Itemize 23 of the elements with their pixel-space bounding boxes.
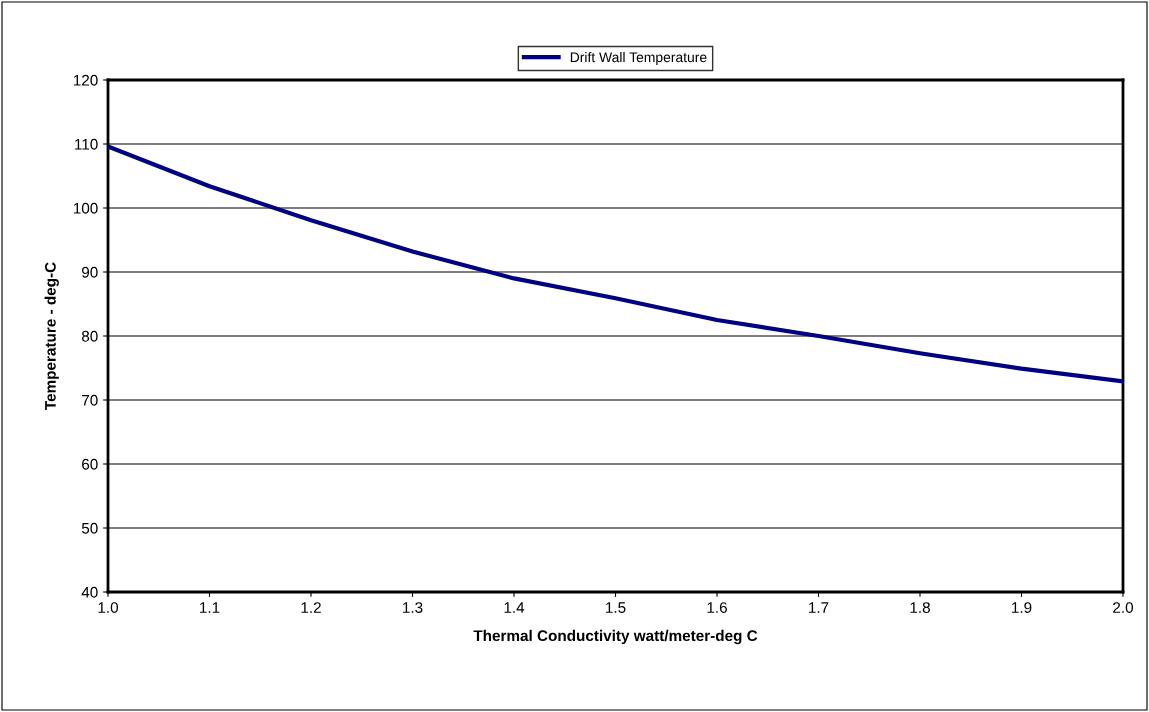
x-tick-label: 1.8: [910, 602, 930, 613]
y-axis-title: Temperature - deg-C: [44, 262, 59, 410]
x-tick-label: 1.6: [707, 602, 727, 613]
y-tick-label: 90: [82, 266, 98, 278]
x-tick-label: 1.2: [301, 602, 321, 613]
legend-label: Drift Wall Temperature: [570, 51, 707, 65]
x-tick-label: 2.0: [1113, 602, 1134, 613]
y-tick-label: 80: [81, 330, 98, 342]
y-tick-label: 110: [75, 138, 98, 150]
x-tick-label: 1.3: [403, 602, 423, 613]
x-axis-title: Thermal Conductivity watt/meter-deg C: [473, 629, 758, 645]
x-tick-label: 1.4: [504, 602, 525, 613]
y-tick-label: 120: [73, 74, 98, 86]
y-tick-label: 100: [73, 202, 98, 214]
x-tick-label: 1.5: [606, 602, 626, 613]
x-tick-label: 1.0: [98, 602, 119, 613]
y-tick-label: 40: [81, 586, 98, 598]
y-tick-label: 60: [82, 458, 98, 470]
y-tick-label: 70: [82, 394, 98, 406]
x-tick-label: 1.9: [1012, 602, 1032, 613]
x-tick-label: 1.7: [809, 602, 829, 613]
y-tick-label: 50: [81, 522, 98, 534]
x-tick-label: 1.1: [200, 602, 220, 613]
